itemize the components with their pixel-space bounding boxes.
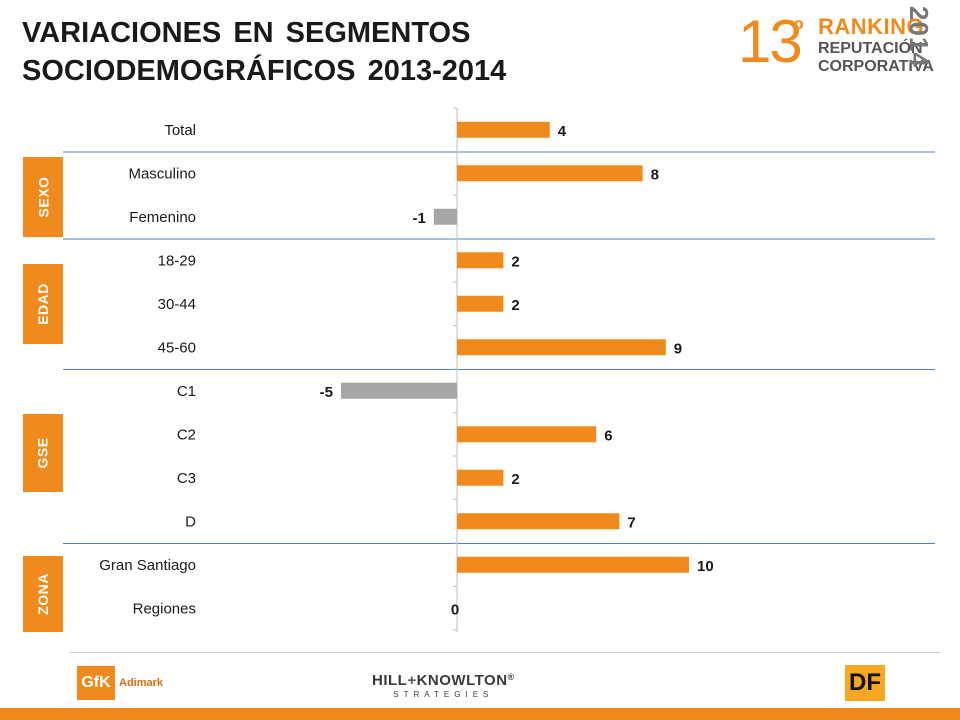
category-label-18-29: 18-29 (158, 252, 196, 269)
bar-30-44 (457, 295, 504, 312)
hk-right: KNOWLTON (416, 672, 508, 689)
category-label-45-60: 45-60 (158, 339, 196, 356)
group-tag-gse: GSE (23, 414, 63, 492)
category-label-c1: C1 (177, 383, 196, 400)
title-line-2: SOCIODEMOGRÁFICOS 2013-2014 (22, 55, 507, 87)
category-label-femenino: Femenino (129, 209, 196, 226)
group-label-zona: ZONA (35, 573, 52, 615)
page-title: VARIACIONES EN SEGMENTOS SOCIODEMOGRÁFIC… (22, 14, 506, 90)
value-label-c2: 6 (604, 427, 612, 444)
category-label-regiones: Regiones (133, 600, 196, 617)
category-label-c3: C3 (177, 470, 196, 487)
value-label-masculino: 8 (651, 166, 659, 183)
ranking-word: RANKING (818, 14, 925, 39)
group-label-gse: GSE (34, 437, 51, 469)
ranking-number: 13 (738, 8, 803, 75)
category-label-total: Total (164, 122, 196, 139)
value-label-total: 4 (558, 123, 567, 140)
footer-divider (70, 652, 940, 653)
value-label-c1: -5 (320, 384, 333, 401)
bar-d (457, 513, 620, 530)
ranking-ordinal: º (794, 14, 804, 44)
value-label-d: 7 (627, 514, 635, 531)
hk-reg: ® (507, 672, 515, 682)
bar-masculino (457, 165, 643, 182)
bar-gran-santiago (457, 556, 689, 573)
category-label-masculino: Masculino (128, 165, 196, 182)
title-line-1: VARIACIONES EN SEGMENTOS (22, 17, 471, 49)
adimark-name: Adimark (119, 677, 164, 689)
corporativa-word: CORPORATIVA (818, 58, 934, 75)
group-tag-sexo: SEXO (23, 157, 63, 237)
group-tag-edad: EDAD (23, 264, 63, 344)
category-label-30-44: 30-44 (158, 296, 196, 313)
group-label-edad: EDAD (35, 283, 52, 325)
bar-c3 (457, 469, 504, 486)
hk-strategies: STRATEGIES (393, 690, 494, 699)
bar-c2 (457, 426, 597, 443)
bar-18-29 (457, 252, 504, 269)
ranking-logo: 13 º RANKING REPUTACIÓN CORPORATIVA 2014 (738, 6, 934, 76)
group-label-sexo: SEXO (35, 176, 51, 218)
hk-plus: + (407, 672, 417, 689)
df-logo: DF (845, 665, 885, 701)
value-label-regiones: 0 (451, 601, 459, 618)
value-label-femenino: -1 (412, 210, 425, 227)
gfk-adimark-logo: GfK Adimark (77, 666, 163, 700)
category-label-d: D (185, 513, 196, 530)
value-label-45-60: 9 (674, 340, 682, 357)
group-tag-zona: ZONA (23, 556, 63, 632)
bar-c1 (341, 382, 457, 399)
bar-chart: Total 4 Masculino 8 Femenino -1 18-29 2 30-44 2 45… (63, 107, 935, 632)
bar-45-60 (457, 339, 666, 356)
bar-total (457, 121, 550, 138)
footer-accent-bar (0, 708, 960, 720)
value-label-18-29: 2 (511, 253, 519, 270)
gfk-mark: GfK (77, 666, 115, 700)
hk-left: HILL (372, 672, 408, 689)
reputacion-word: REPUTACIÓN (818, 40, 923, 57)
category-label-gran-santiago: Gran Santiago (99, 557, 196, 574)
value-label-gran-santiago: 10 (697, 558, 714, 575)
bar-femenino (433, 208, 457, 225)
category-label-c2: C2 (177, 426, 196, 443)
value-label-30-44: 2 (511, 297, 519, 314)
hill-knowlton-logo: HILL+KNOWLTON® STRATEGIES (372, 672, 515, 699)
value-label-c3: 2 (511, 471, 519, 488)
